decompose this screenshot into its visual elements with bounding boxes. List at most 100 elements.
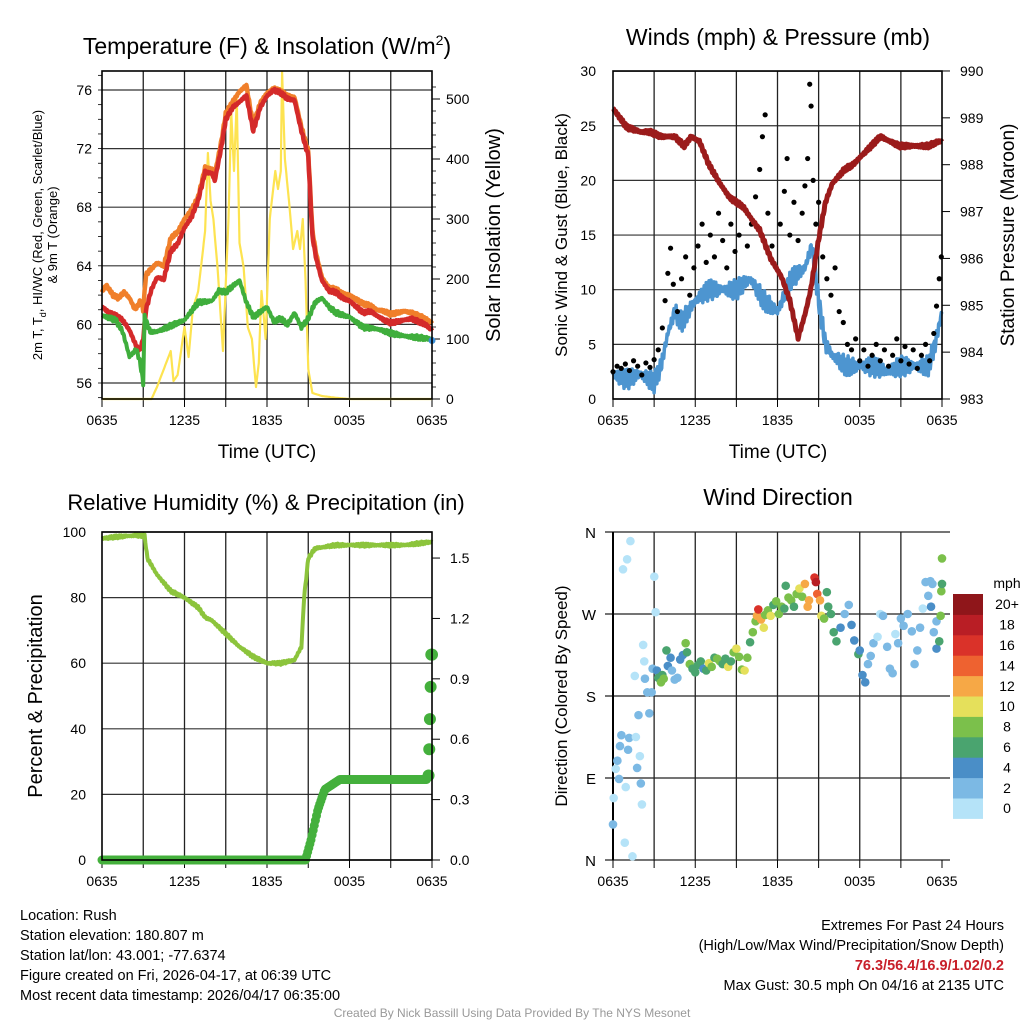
wind-direction-point: [771, 596, 781, 606]
x-tick-label: 1835: [762, 873, 793, 889]
wind-direction-point: [740, 666, 749, 675]
y-tick-label: 60: [70, 655, 86, 671]
wind-direction-point: [734, 652, 744, 662]
wind-direction-point: [632, 763, 642, 773]
gust-point: [853, 336, 859, 342]
wind-direction-point: [667, 666, 677, 675]
temp-2m-line: [100, 86, 435, 353]
gust-point: [630, 358, 637, 364]
plot-border: [612, 70, 943, 400]
y2-tick-label: 0: [446, 391, 454, 407]
colorbar-bin: [953, 594, 983, 615]
y-tick-label: 76: [76, 82, 92, 98]
gust-point: [816, 199, 822, 205]
wind-direction-point: [926, 602, 936, 612]
wind-direction-point: [781, 581, 791, 591]
x-tick-label: 1235: [680, 412, 711, 428]
extremes-legend: (High/Low/Max Wind/Precipitation/Snow De…: [698, 938, 1004, 954]
colorbar-label: 8: [1003, 719, 1011, 735]
gust-point: [732, 248, 738, 255]
colorbar-label: 12: [999, 678, 1015, 694]
gust-point: [810, 177, 816, 183]
gust-point: [933, 303, 940, 309]
colorbar-bin: [953, 634, 983, 656]
x-tick-label: 1235: [680, 873, 711, 889]
gust-point: [894, 336, 900, 342]
x-tick-label: 0635: [416, 873, 447, 889]
colorbar-bin: [953, 716, 983, 738]
y2-tick-label: 0.6: [450, 731, 470, 747]
gust-point: [832, 265, 838, 271]
colorbar-bin: [953, 798, 983, 819]
wind-direction-point: [696, 657, 706, 666]
humidity-precip-panel: Relative Humidity (%) & Precipitation (i…: [25, 490, 470, 889]
wind-direction-point: [832, 637, 841, 646]
gust-point: [678, 276, 685, 282]
gust-point: [795, 237, 801, 244]
wind-direction-point: [673, 673, 682, 683]
wind-direction-point: [878, 611, 888, 621]
x-tick-label: 0635: [86, 412, 117, 428]
y-tick-label: 68: [76, 199, 92, 215]
panel-title: Winds (mph) & Pressure (mb): [626, 24, 930, 50]
wind-direction-point: [608, 820, 618, 829]
wind-direction-point: [615, 741, 625, 751]
wind-direction-point: [891, 629, 900, 639]
y-tick-label: 40: [70, 721, 86, 737]
extremes-values: 76.3/56.4/16.9/1.02/0.2: [854, 958, 1004, 974]
y-tick-label: 56: [76, 375, 92, 391]
wind-direction-point: [797, 592, 807, 601]
wind-direction-point: [647, 688, 656, 697]
wind-direction-point: [869, 638, 878, 648]
wind-direction-point: [630, 671, 640, 681]
y2-tick-label: 988: [960, 157, 984, 173]
title-end: ): [443, 33, 451, 59]
gust-point: [927, 358, 933, 364]
gust-point: [674, 308, 681, 315]
wind-direction-point: [681, 638, 690, 648]
wind-direction-point: [829, 627, 839, 637]
wind-direction-point: [645, 709, 654, 718]
wind-direction-point: [726, 657, 736, 666]
gust-point: [877, 358, 883, 364]
wind-direction-point: [840, 609, 849, 619]
y2-tick-label: 300: [446, 211, 470, 227]
gust-point: [799, 210, 805, 216]
recent-text: Most recent data timestamp: 2026/04/17 0…: [20, 988, 341, 1004]
wind-direction-point: [707, 662, 716, 672]
gust-point: [639, 372, 645, 378]
colorbar-label: 6: [1003, 739, 1011, 755]
x-tick-label: 1235: [169, 412, 200, 428]
wind-direction-point: [662, 646, 671, 655]
y-tick-label: 72: [76, 141, 92, 157]
location-text: Location: Rush: [20, 908, 117, 924]
wind-direction-point: [659, 674, 669, 683]
gust-point: [791, 199, 797, 205]
gust-point: [752, 194, 759, 200]
gust-point: [808, 103, 814, 109]
y-tick-label: 20: [580, 172, 596, 188]
gust-point: [744, 243, 750, 249]
y2-tick-label: 989: [960, 110, 984, 126]
wind-direction-point: [888, 668, 897, 678]
gust-point: [707, 232, 713, 238]
wind-direction-point: [910, 659, 919, 669]
extremes-title: Extremes For Past 24 Hours: [821, 918, 1004, 934]
gust-point: [711, 254, 718, 260]
credit-text: Created By Nick Bassill Using Data Provi…: [333, 1006, 691, 1020]
gust-point: [769, 243, 775, 249]
colorbar-bin: [953, 777, 983, 799]
wind-direction-point: [934, 637, 944, 646]
y-axis-label-line2: & 9m T (Orange): [45, 186, 60, 283]
wind-direction-point: [937, 579, 947, 589]
y-tick-label: 25: [580, 118, 596, 134]
wind-direction-point: [609, 793, 618, 803]
y2-tick-label: 983: [960, 391, 984, 407]
gust-point: [820, 254, 826, 260]
gust-point: [805, 155, 811, 162]
gust-point: [670, 281, 676, 287]
precip-point: [424, 680, 437, 693]
ylabel-part: , HI/WC (Red, Green, Scarlet/Blue): [30, 110, 45, 312]
y2-tick-label: 990: [960, 63, 984, 79]
